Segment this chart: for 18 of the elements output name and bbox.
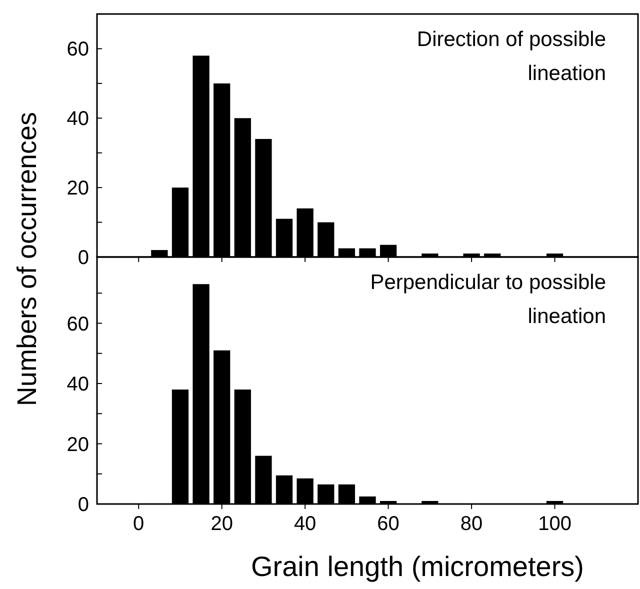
annotation: Direction of possible lineation <box>416 28 606 85</box>
y-tick-label: 20 <box>66 178 89 200</box>
x-axis-title: Grain length (micrometers) <box>251 551 584 582</box>
annotation: Perpendicular to possible lineation <box>370 271 606 328</box>
x-tick-label: 60 <box>377 513 400 535</box>
y-tick-label: 40 <box>66 374 89 396</box>
y-axis-title: Numbers of occurrences <box>12 112 42 406</box>
x-tick-label: 40 <box>294 513 316 535</box>
x-tick-label: 100 <box>538 513 572 535</box>
y-tick-label: 60 <box>66 313 89 336</box>
y-tick-label: 40 <box>66 108 89 130</box>
y-tick-label: 0 <box>78 247 89 269</box>
y-tick-label: 20 <box>66 434 89 456</box>
y-tick-label: 0 <box>78 494 89 516</box>
x-tick-label: 80 <box>460 513 483 535</box>
y-tick-label: 60 <box>66 38 89 61</box>
x-tick-label: 0 <box>133 513 144 535</box>
x-tick-label: 20 <box>210 513 233 535</box>
